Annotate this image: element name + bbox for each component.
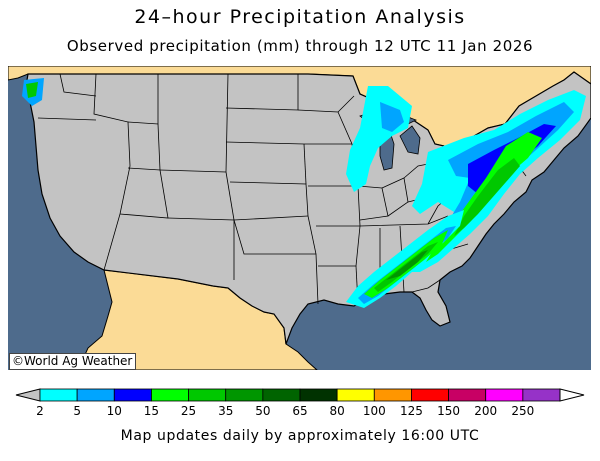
map-subtitle: Observed precipitation (mm) through 12 U… [66,37,534,55]
legend-swatch [448,388,487,402]
legend-swatch [485,388,524,402]
legend-label: 250 [511,404,534,418]
precip-great-lakes-mid [380,102,404,132]
legend-swatch [151,388,189,402]
precipitation-map [8,66,591,370]
legend-swatch [39,388,78,402]
legend-arrow-high [559,388,585,402]
legend-swatch [299,388,338,402]
legend-label: 10 [107,404,122,418]
legend-label: 200 [474,404,497,418]
united-states [25,71,591,345]
legend-swatch [411,388,449,402]
legend-label: 125 [400,404,423,418]
legend-label: 50 [255,404,270,418]
legend-swatch [188,388,227,402]
legend-swatch [336,388,375,402]
credit-label: ©World Ag Weather [9,353,137,370]
precip-mid-atlantic-heavy [454,158,520,236]
map-title: 24–hour Precipitation Analysis [134,6,466,28]
legend-arrow-low [15,388,41,402]
legend-swatch [113,388,152,402]
legend-swatch [76,388,115,402]
legend-label: 35 [218,404,233,418]
legend-swatch [262,388,301,402]
legend-label: 150 [437,404,460,418]
legend-label: 65 [292,404,307,418]
legend-label: 80 [330,404,345,418]
legend-swatch [373,388,412,402]
precipitation-overlay [22,78,586,308]
precipitation-legend: 2 5 10 15 25 35 50 65 80 100 125 150 200 250 [15,388,585,418]
map-footer: Map updates daily by approximately 16:00… [120,428,480,444]
legend-swatch [225,388,264,402]
legend-label: 5 [73,404,81,418]
legend-swatch [522,388,561,402]
precip-pnw-heavy [26,82,38,98]
legend-label: 2 [36,404,44,418]
legend-label: 25 [181,404,196,418]
legend-label: 15 [144,404,159,418]
legend-label: 100 [363,404,386,418]
precip-southeast-core [386,250,428,280]
